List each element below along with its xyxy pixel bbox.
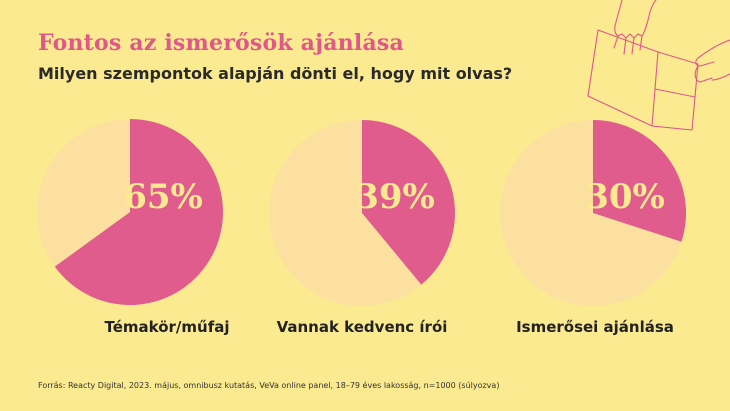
pie-label-1: Vannak kedvenc írói	[276, 318, 448, 336]
pie-value-slice-1	[362, 120, 456, 285]
pie-value-slice-2	[593, 120, 687, 242]
pie-percent-label-1: 39%	[355, 177, 435, 217]
pie-2: 30%	[500, 120, 687, 306]
pie-label-2: Ismerősei ajánlása	[516, 318, 674, 336]
pie-1: 39%	[269, 120, 456, 306]
source-note: Forrás: Reacty Digital, 2023. május, omn…	[38, 381, 500, 390]
pie-percent-label-0: 65%	[123, 177, 203, 217]
book-reading-illustration	[587, 0, 730, 131]
pie-percent-label-2: 30%	[585, 177, 665, 217]
chart-title: Fontos az ismerősök ajánlása	[38, 30, 404, 56]
chart-subtitle: Milyen szempontok alapján dönti el, hogy…	[38, 64, 513, 83]
pie-label-0: Témakör/műfaj	[104, 318, 230, 336]
pie-0: 65%	[37, 119, 224, 305]
pie-value-slice-0	[54, 119, 224, 305]
